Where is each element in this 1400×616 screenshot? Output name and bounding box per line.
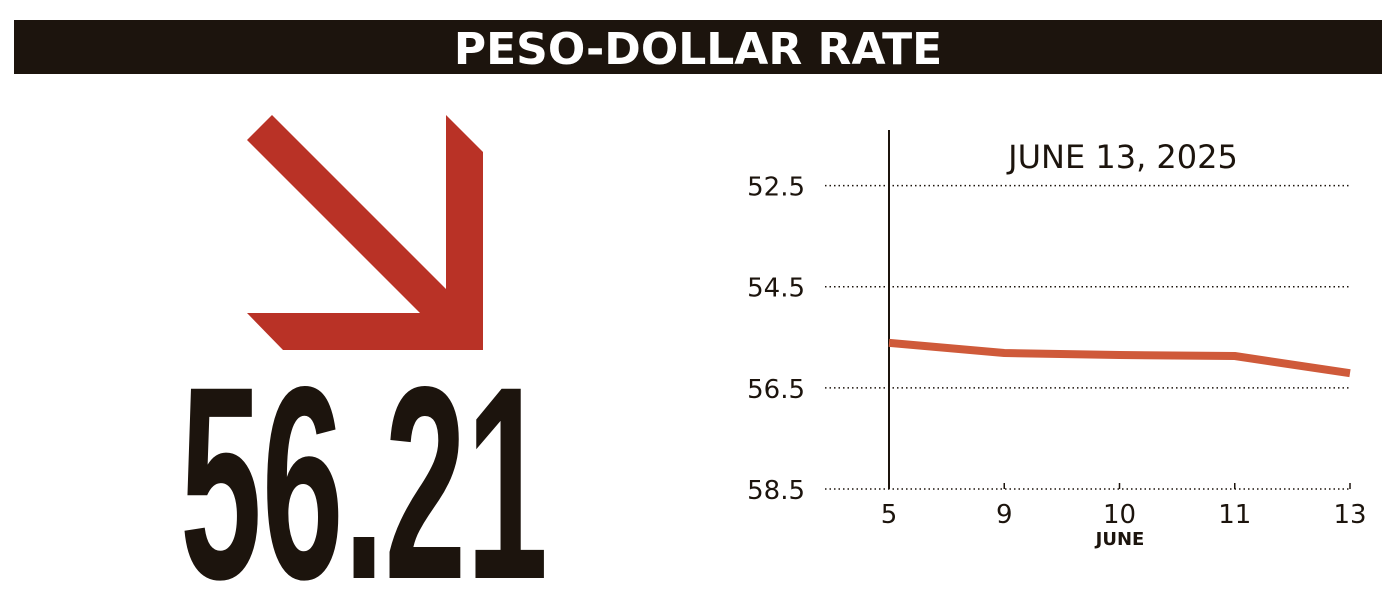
x-axis-label: JUNE <box>1094 529 1145 550</box>
data-line <box>888 338 1351 378</box>
chart-subtitle: JUNE 13, 2025 <box>1006 138 1238 176</box>
x-tick-label: 5 <box>881 500 898 530</box>
x-tick-label: 11 <box>1218 500 1251 530</box>
down-arrow <box>247 115 483 350</box>
title-bar <box>14 20 1382 74</box>
y-tick-label: 58.5 <box>747 476 805 506</box>
x-tick-label: 9 <box>996 500 1013 530</box>
y-tick-label: 54.5 <box>747 274 805 304</box>
x-tick-label: 10 <box>1103 500 1136 530</box>
y-tick-label: 56.5 <box>747 375 805 405</box>
y-tick-label: 52.5 <box>747 173 805 203</box>
x-tick-label: 13 <box>1333 500 1366 530</box>
current-rate: 56.21 <box>180 330 548 616</box>
line-chart: JUNE 13, 2025 JUNE 52.5 54.5 56.5 58.5 5 9 10 1… <box>747 130 1367 550</box>
title: PESO-DOLLAR RATE <box>454 24 942 75</box>
